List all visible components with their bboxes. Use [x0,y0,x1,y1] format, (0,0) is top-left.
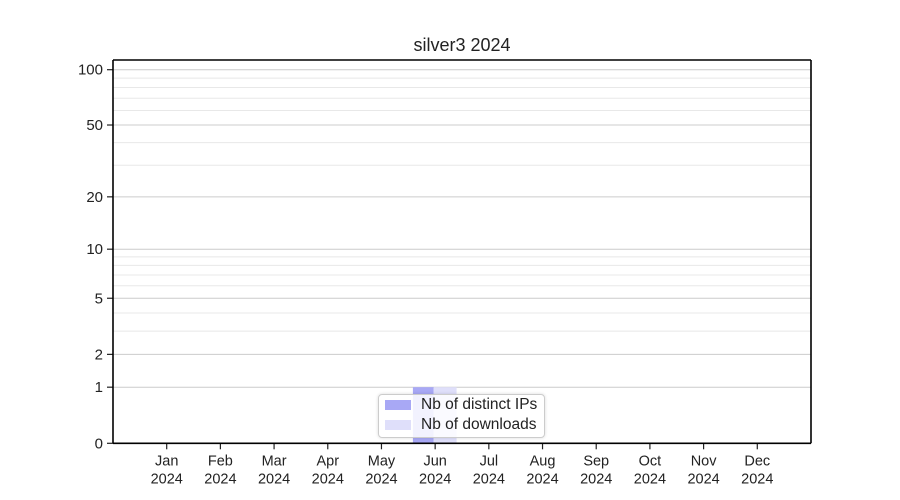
svg-text:2024: 2024 [473,471,505,487]
svg-text:0: 0 [95,435,103,452]
svg-text:Apr: Apr [316,453,339,469]
svg-text:2024: 2024 [634,471,666,487]
svg-text:May: May [368,453,396,469]
svg-text:2: 2 [95,346,103,363]
svg-text:5: 5 [95,290,103,307]
svg-text:2024: 2024 [204,471,236,487]
svg-text:2024: 2024 [151,471,183,487]
svg-text:2024: 2024 [526,471,558,487]
svg-text:Mar: Mar [262,453,287,469]
svg-text:100: 100 [78,62,103,79]
svg-text:Sep: Sep [583,453,609,469]
svg-text:Dec: Dec [744,453,770,469]
svg-text:Aug: Aug [530,453,556,469]
svg-text:Jun: Jun [423,453,446,469]
svg-text:2024: 2024 [741,471,773,487]
svg-text:Jan: Jan [155,453,178,469]
svg-text:10: 10 [86,241,103,258]
svg-text:20: 20 [86,189,103,206]
svg-text:Oct: Oct [639,453,662,469]
svg-text:Feb: Feb [208,453,233,469]
svg-text:2024: 2024 [580,471,612,487]
svg-text:2024: 2024 [365,471,397,487]
svg-text:2024: 2024 [258,471,290,487]
svg-text:2024: 2024 [312,471,344,487]
svg-text:Nov: Nov [691,453,718,469]
svg-text:2024: 2024 [687,471,719,487]
svg-text:1: 1 [95,379,103,396]
svg-text:50: 50 [86,117,103,134]
svg-text:Jul: Jul [480,453,499,469]
svg-text:2024: 2024 [419,471,451,487]
